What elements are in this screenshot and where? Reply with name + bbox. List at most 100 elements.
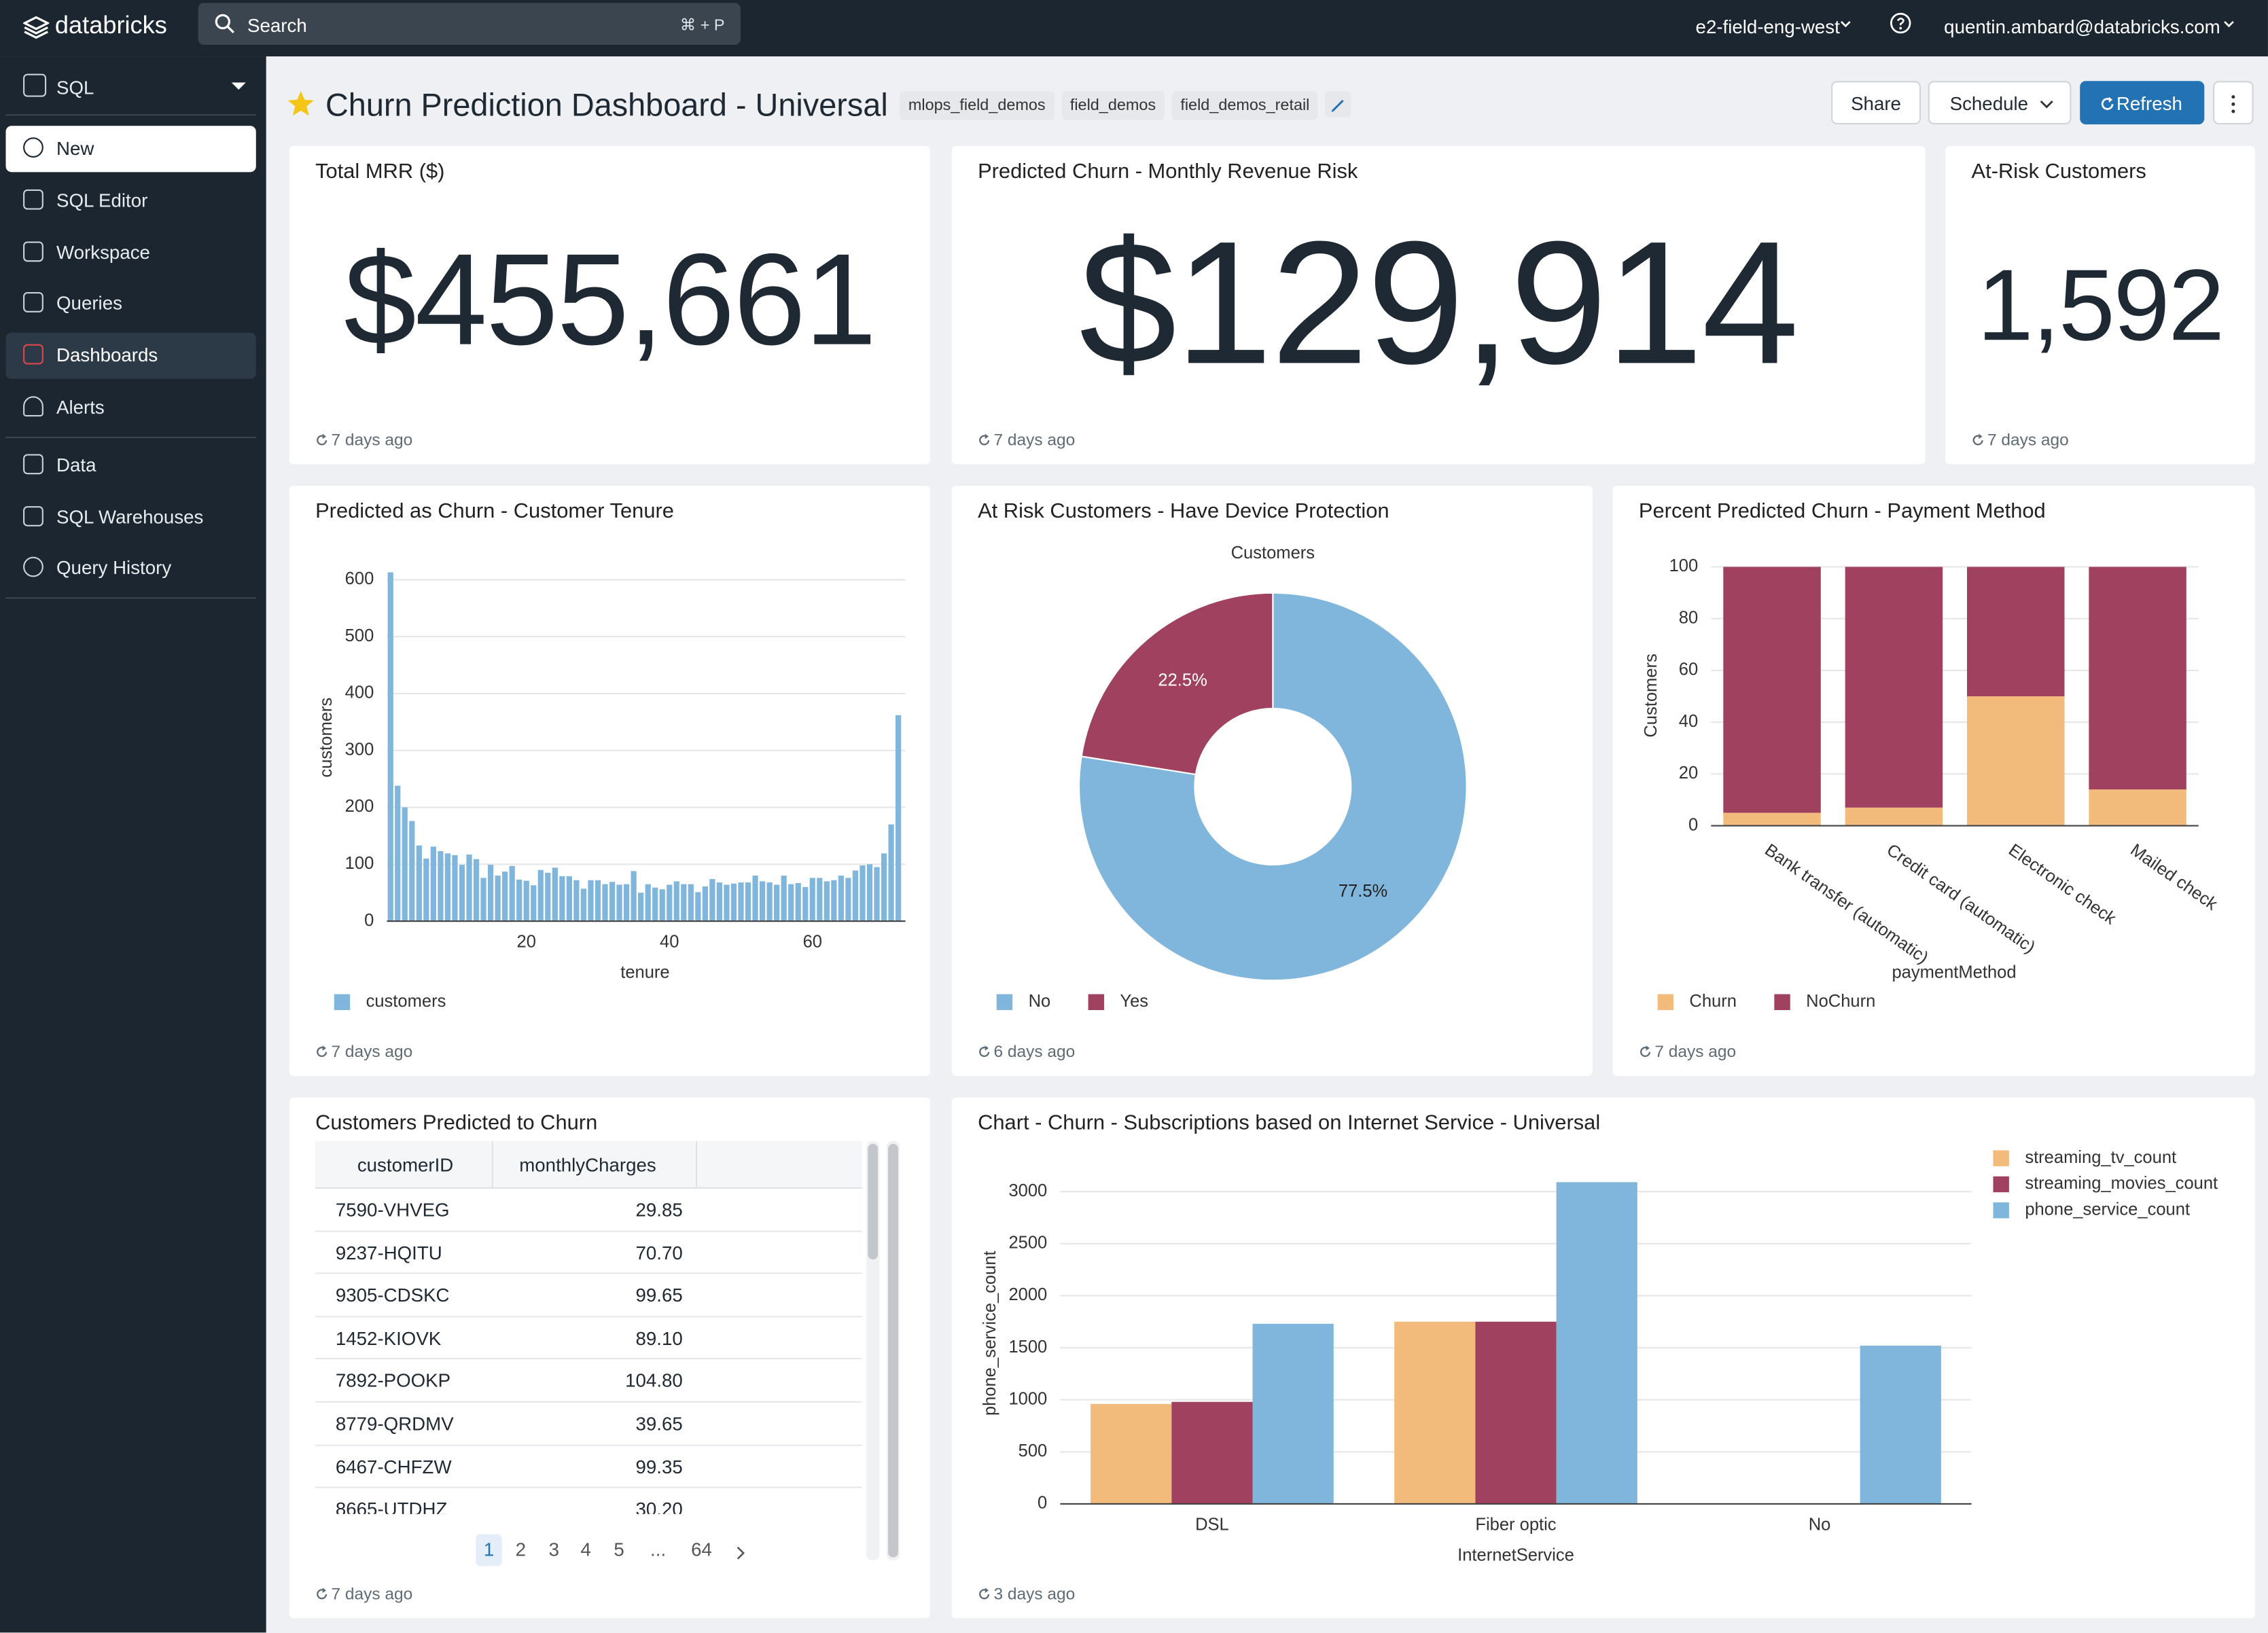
bar	[730, 883, 737, 922]
time: 7 days ago	[993, 432, 1076, 450]
user-menu[interactable]: quentin.ambard@databricks.com	[1944, 16, 2220, 38]
cell: 1452-KIOVK	[335, 1327, 442, 1349]
y-axis-label: customers	[317, 698, 336, 778]
workspace-switcher[interactable]: e2-field-eng-west	[1695, 16, 1840, 38]
bar-segment	[1967, 696, 2065, 826]
help-icon[interactable]	[1889, 12, 1912, 35]
page-link[interactable]: 64	[691, 1539, 712, 1560]
bar	[866, 864, 873, 922]
bar	[580, 889, 587, 922]
refresh-button[interactable]: Refresh	[2080, 81, 2205, 125]
column-divider	[695, 1141, 698, 1187]
more-button[interactable]	[2213, 81, 2254, 125]
schedule-button[interactable]: Schedule	[1928, 81, 2072, 125]
edit-tags[interactable]	[1325, 91, 1352, 118]
persona-switcher[interactable]: SQL	[0, 65, 266, 109]
data-label: 77.5%	[1339, 882, 1387, 901]
scroll-thumb[interactable]	[868, 1143, 879, 1260]
legend-label: NoChurn	[1806, 992, 1875, 1011]
page-link[interactable]: 5	[614, 1539, 624, 1560]
legend-label: streaming_tv_count	[2025, 1148, 2176, 1167]
bar	[802, 886, 809, 922]
refresh-time: 6 days ago	[978, 1044, 1075, 1062]
bar	[623, 884, 630, 922]
legend-label: Churn	[1689, 992, 1737, 1011]
bar	[895, 715, 902, 922]
widget-title: Predicted Churn - Monthly Revenue Risk	[978, 160, 1358, 184]
bar-segment	[1723, 567, 1821, 813]
bar	[809, 878, 815, 922]
page-link[interactable]: 4	[580, 1539, 591, 1560]
favorite-star[interactable]	[287, 90, 316, 117]
bar	[516, 879, 522, 922]
page-link[interactable]: 2	[515, 1539, 527, 1560]
bar	[1252, 1323, 1334, 1504]
bar	[473, 859, 480, 922]
widget-title: Predicted as Churn - Customer Tenure	[315, 500, 674, 524]
icon	[23, 189, 43, 210]
refresh-time: 3 days ago	[978, 1586, 1075, 1604]
scrollbar[interactable]	[886, 1141, 900, 1560]
refresh-icon	[979, 1045, 990, 1058]
page-link[interactable]: 1	[476, 1534, 502, 1566]
share-button[interactable]: Share	[1831, 81, 1921, 125]
nav-item[interactable]: Queries	[6, 281, 256, 327]
bar-segment	[1967, 567, 2065, 697]
y-tick-label: 300	[345, 740, 374, 759]
search-box[interactable]: Search ⌘ + P	[198, 3, 741, 45]
x-axis-label: tenure	[620, 963, 669, 982]
icon-path	[979, 1589, 990, 1600]
refresh-icon	[317, 433, 327, 446]
scroll-thumb[interactable]	[888, 1143, 898, 1558]
bar	[631, 871, 637, 922]
legend-label: No	[1029, 992, 1051, 1011]
bar	[452, 855, 458, 922]
refresh-time: 7 days ago	[978, 433, 1075, 450]
table-row: 8665-UTDHZ 30.20	[315, 1487, 862, 1514]
bar	[724, 884, 730, 922]
bar	[1556, 1182, 1637, 1504]
icon-path	[979, 1046, 990, 1058]
nav-item[interactable]: New	[5, 126, 256, 173]
chart: Customers 77.5% 22.5% No Yes	[996, 543, 1468, 1011]
column-header[interactable]: monthlyCharges	[519, 1153, 656, 1176]
chart-widget: Customers 77.5% 22.5% No Yes At Risk Customer…	[951, 486, 1593, 1076]
bar	[1860, 1345, 1941, 1504]
column-header[interactable]: customerID	[357, 1153, 454, 1176]
nav-item[interactable]: Alerts	[6, 384, 256, 431]
cell: 70.70	[635, 1241, 683, 1263]
x-tick-label: 20	[517, 933, 536, 952]
refresh-time: 7 days ago	[315, 1586, 412, 1604]
cell: 8779-QRDMV	[335, 1412, 454, 1435]
bar	[409, 821, 415, 922]
bar	[845, 878, 851, 922]
page-link[interactable]: ...	[650, 1539, 667, 1560]
nav-item[interactable]: SQL Editor	[6, 178, 256, 224]
refresh-icon	[1972, 433, 1983, 446]
bar	[688, 884, 694, 922]
nav-item[interactable]: Query History	[6, 545, 256, 592]
x-axis-label: paymentMethod	[1892, 963, 2016, 982]
y-tick-label: 1500	[1008, 1338, 1047, 1357]
y-axis-label: Customers	[1642, 653, 1661, 737]
icon-path	[1640, 1046, 1651, 1058]
tag[interactable]: field_demos	[1061, 91, 1165, 121]
tag[interactable]: mlops_field_demos	[900, 91, 1055, 121]
scrollbar[interactable]	[866, 1141, 880, 1560]
y-axis-label: phone_service_count	[980, 1251, 999, 1416]
nav-item[interactable]: Data	[6, 442, 256, 488]
bar	[667, 884, 673, 922]
nav-item[interactable]: SQL Warehouses	[6, 495, 256, 541]
icon	[23, 137, 43, 158]
search-placeholder: Search	[247, 14, 307, 37]
icon-path	[1979, 433, 1983, 439]
tag[interactable]: field_demos_retail	[1171, 91, 1319, 121]
page-link[interactable]: 3	[548, 1539, 560, 1560]
bar	[444, 853, 451, 922]
y-tick-label: 2000	[1008, 1285, 1047, 1304]
tags: mlops_field_demos field_demos field_demos_…	[900, 91, 1352, 121]
next-page[interactable]	[734, 1546, 746, 1560]
nav-item-active[interactable]: Dashboards	[5, 332, 256, 379]
nav-item[interactable]: Workspace	[6, 230, 256, 276]
